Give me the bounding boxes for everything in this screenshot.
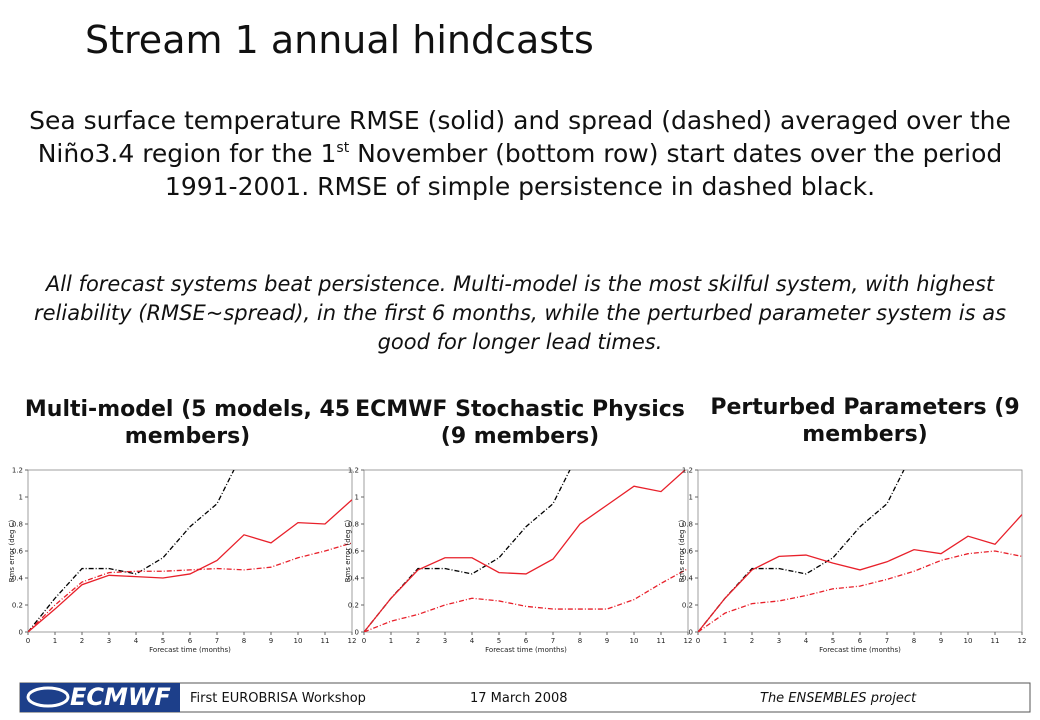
series-line bbox=[364, 567, 688, 632]
footer-date: 17 March 2008 bbox=[470, 691, 568, 706]
footer-project: The ENSEMBLES project bbox=[760, 691, 917, 706]
x-axis-label: Forecast time (months) bbox=[149, 646, 231, 654]
x-tick-label: 0 bbox=[26, 637, 30, 645]
x-tick-label: 9 bbox=[269, 637, 273, 645]
y-tick-label: 1.2 bbox=[682, 467, 693, 475]
description-text: Sea surface temperature RMSE (solid) and… bbox=[29, 106, 1011, 168]
x-tick-label: 6 bbox=[858, 637, 863, 645]
x-tick-label: 7 bbox=[551, 637, 555, 645]
x-tick-label: 3 bbox=[777, 637, 781, 645]
y-tick-label: 0.2 bbox=[12, 602, 23, 610]
y-tick-label: 0.8 bbox=[12, 521, 23, 529]
y-tick-label: 0 bbox=[355, 629, 359, 637]
series-line bbox=[698, 514, 1022, 632]
series-line bbox=[364, 470, 571, 632]
x-axis-label: Forecast time (months) bbox=[485, 646, 567, 654]
x-tick-label: 8 bbox=[578, 637, 582, 645]
x-tick-label: 4 bbox=[470, 637, 475, 645]
x-tick-label: 12 bbox=[348, 637, 357, 645]
x-tick-label: 4 bbox=[134, 637, 139, 645]
x-tick-label: 5 bbox=[831, 637, 835, 645]
x-tick-label: 11 bbox=[991, 637, 1000, 645]
y-axis-label: Rms error (deg C) bbox=[8, 519, 16, 582]
series-line bbox=[28, 470, 235, 632]
x-tick-label: 6 bbox=[188, 637, 193, 645]
y-tick-label: 0.2 bbox=[348, 602, 359, 610]
x-tick-label: 12 bbox=[1018, 637, 1027, 645]
slide-title: Stream 1 annual hindcasts bbox=[85, 18, 594, 62]
x-tick-label: 2 bbox=[750, 637, 754, 645]
x-tick-label: 7 bbox=[215, 637, 219, 645]
y-axis-label: Rms error (deg C) bbox=[678, 519, 686, 582]
plot-frame bbox=[363, 469, 689, 633]
y-axis-label: Rms error (deg C) bbox=[344, 519, 352, 582]
x-tick-label: 10 bbox=[630, 637, 639, 645]
x-tick-label: 7 bbox=[885, 637, 889, 645]
x-tick-label: 2 bbox=[80, 637, 84, 645]
series-line bbox=[698, 550, 1022, 632]
footer-event: First EUROBRISA Workshop bbox=[190, 691, 366, 706]
series-line bbox=[28, 499, 352, 632]
x-tick-label: 2 bbox=[416, 637, 420, 645]
conclusion: All forecast systems beat persistence. M… bbox=[33, 272, 1007, 354]
series-line bbox=[698, 470, 905, 632]
x-tick-label: 11 bbox=[657, 637, 666, 645]
x-tick-label: 6 bbox=[524, 637, 529, 645]
x-tick-label: 10 bbox=[294, 637, 303, 645]
logo-icon bbox=[26, 686, 70, 708]
y-tick-label: 0.8 bbox=[348, 521, 359, 529]
y-tick-label: 0.8 bbox=[682, 521, 693, 529]
x-tick-label: 9 bbox=[939, 637, 943, 645]
x-tick-label: 1 bbox=[53, 637, 57, 645]
y-tick-label: 0.6 bbox=[12, 548, 24, 556]
x-tick-label: 8 bbox=[912, 637, 916, 645]
y-tick-label: 0.4 bbox=[348, 575, 360, 583]
x-tick-label: 4 bbox=[804, 637, 809, 645]
y-tick-label: 0 bbox=[19, 629, 23, 637]
x-tick-label: 10 bbox=[964, 637, 973, 645]
chart-title: Perturbed Parameters (9 members) bbox=[710, 395, 1020, 447]
y-tick-label: 0.6 bbox=[348, 548, 360, 556]
chart-title: ECMWF Stochastic Physics (9 members) bbox=[355, 397, 685, 449]
y-tick-label: 0.6 bbox=[682, 548, 694, 556]
plot-frame bbox=[27, 469, 353, 633]
y-tick-label: 0.4 bbox=[12, 575, 24, 583]
x-tick-label: 8 bbox=[242, 637, 246, 645]
description-sup: st bbox=[336, 140, 350, 156]
x-tick-label: 5 bbox=[161, 637, 165, 645]
y-tick-label: 0.4 bbox=[682, 575, 694, 583]
series-line bbox=[364, 470, 686, 632]
x-tick-label: 3 bbox=[107, 637, 111, 645]
x-tick-label: 1 bbox=[723, 637, 727, 645]
y-tick-label: 1.2 bbox=[348, 467, 359, 475]
x-tick-label: 3 bbox=[443, 637, 447, 645]
x-tick-label: 9 bbox=[605, 637, 609, 645]
y-tick-label: 0 bbox=[689, 629, 693, 637]
x-tick-label: 1 bbox=[389, 637, 393, 645]
description-text: November (bottom row) start dates over t… bbox=[164, 139, 1003, 201]
y-tick-label: 1.2 bbox=[12, 467, 23, 475]
y-tick-label: 0.2 bbox=[682, 602, 693, 610]
y-tick-label: 1 bbox=[689, 494, 693, 502]
x-tick-label: 12 bbox=[684, 637, 693, 645]
x-tick-label: 11 bbox=[321, 637, 330, 645]
x-tick-label: 0 bbox=[362, 637, 366, 645]
x-tick-label: 5 bbox=[497, 637, 501, 645]
x-axis-label: Forecast time (months) bbox=[819, 646, 901, 654]
plot-frame bbox=[697, 469, 1023, 633]
series-line bbox=[28, 542, 352, 632]
description: Sea surface temperature RMSE (solid) and… bbox=[25, 104, 1015, 203]
x-tick-label: 0 bbox=[696, 637, 700, 645]
chart-title: Multi-model (5 models, 45 members) bbox=[24, 397, 351, 449]
logo-text: ECMWF bbox=[70, 683, 171, 711]
y-tick-label: 1 bbox=[19, 494, 23, 502]
y-tick-label: 1 bbox=[355, 494, 359, 502]
